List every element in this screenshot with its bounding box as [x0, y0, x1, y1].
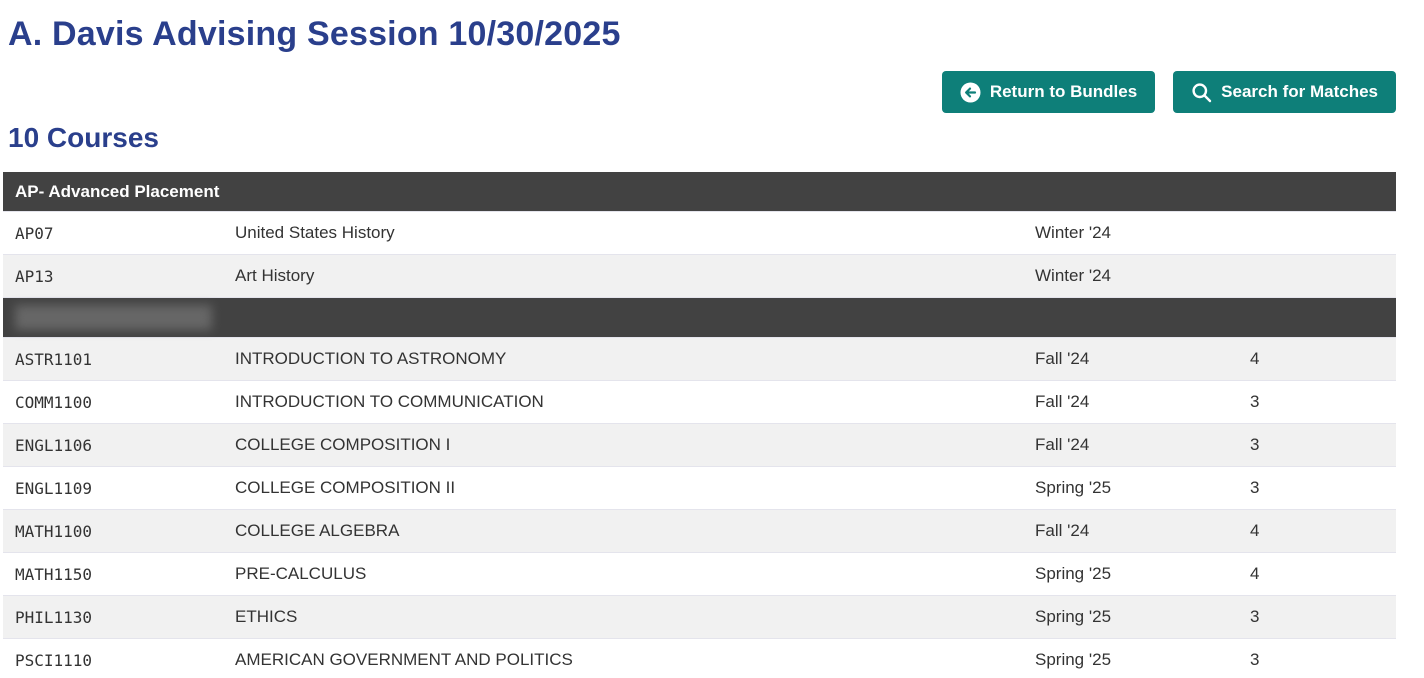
course-code-cell: MATH1100	[15, 521, 93, 541]
course-title-cell: COLLEGE COMPOSITION II	[235, 478, 456, 497]
course-row: PHIL1130 ETHICS Spring '25 3	[3, 596, 1396, 639]
course-title-cell: INTRODUCTION TO ASTRONOMY	[235, 349, 507, 368]
course-term-cell: Spring '25	[1035, 650, 1112, 669]
course-row: AP13 Art History Winter '24	[3, 255, 1396, 298]
course-term-cell: Spring '25	[1035, 607, 1112, 626]
course-code-cell: PSCI1110	[15, 650, 93, 670]
course-term-cell: Fall '24	[1035, 521, 1090, 540]
course-credits-cell: 3	[1250, 607, 1260, 626]
course-credits-cell: 3	[1250, 435, 1260, 454]
search-for-matches-button[interactable]: Search for Matches	[1173, 71, 1396, 113]
course-code-cell: AP07	[15, 223, 54, 243]
course-row: ENGL1106 COLLEGE COMPOSITION I Fall '24 3	[3, 424, 1396, 467]
course-title-cell: ETHICS	[235, 607, 298, 626]
search-for-matches-label: Search for Matches	[1221, 82, 1378, 101]
course-row: ASTR1101 INTRODUCTION TO ASTRONOMY Fall '2…	[3, 338, 1396, 381]
course-code-cell: MATH1150	[15, 564, 93, 584]
course-row: COMM1100 INTRODUCTION TO COMMUNICATION Fal…	[3, 381, 1396, 424]
course-row: ENGL1109 COLLEGE COMPOSITION II Spring '25…	[3, 467, 1396, 510]
course-code-cell: ASTR1101	[15, 349, 93, 369]
course-title-cell: United States History	[235, 223, 395, 242]
course-credits-cell: 3	[1250, 392, 1260, 411]
course-code-cell: ENGL1106	[15, 435, 93, 455]
course-title-cell: COLLEGE COMPOSITION I	[235, 435, 451, 454]
course-credits-cell: 4	[1250, 349, 1260, 368]
course-title-cell: AMERICAN GOVERNMENT AND POLITICS	[235, 650, 573, 669]
course-term-cell: Fall '24	[1035, 435, 1090, 454]
section-header-row	[3, 298, 1396, 338]
course-table: AP- Advanced Placement AP07 United States …	[3, 172, 1396, 678]
course-code-cell: PHIL1130	[15, 607, 93, 627]
page-title: A. Davis Advising Session 10/30/2025	[8, 15, 621, 53]
toolbar: Return to Bundles Search for Matches	[0, 71, 1396, 113]
course-term-cell: Spring '25	[1035, 564, 1112, 583]
section-header-row: AP- Advanced Placement	[3, 172, 1396, 212]
search-icon	[1191, 82, 1212, 103]
course-row: AP07 United States History Winter '24	[3, 212, 1396, 255]
course-row: PSCI1110 AMERICAN GOVERNMENT AND POLITICS…	[3, 639, 1396, 678]
arrow-left-circle-icon	[960, 82, 981, 103]
course-term-cell: Fall '24	[1035, 349, 1090, 368]
course-credits-cell: 3	[1250, 478, 1260, 497]
redacted-section-name	[15, 305, 212, 330]
course-term-cell: Winter '24	[1035, 223, 1111, 242]
course-term-cell: Fall '24	[1035, 392, 1090, 411]
course-credits-cell: 4	[1250, 564, 1260, 583]
course-title-cell: Art History	[235, 266, 315, 285]
course-title-cell: INTRODUCTION TO COMMUNICATION	[235, 392, 544, 411]
course-credits-cell: 3	[1250, 650, 1260, 669]
course-code-cell: AP13	[15, 266, 54, 286]
return-to-bundles-button[interactable]: Return to Bundles	[941, 71, 1156, 113]
course-count-heading: 10 Courses	[8, 122, 159, 153]
return-to-bundles-label: Return to Bundles	[989, 82, 1138, 101]
course-row: MATH1100 COLLEGE ALGEBRA Fall '24 4	[3, 510, 1396, 553]
course-title-cell: PRE-CALCULUS	[235, 564, 367, 583]
course-credits-cell: 4	[1250, 521, 1260, 540]
course-code-cell: ENGL1109	[15, 478, 93, 498]
course-term-cell: Spring '25	[1035, 478, 1112, 497]
course-term-cell: Winter '24	[1035, 266, 1111, 285]
section-header-label: AP- Advanced Placement	[15, 181, 220, 201]
course-code-cell: COMM1100	[15, 392, 93, 412]
course-row: MATH1150 PRE-CALCULUS Spring '25 4	[3, 553, 1396, 596]
course-title-cell: COLLEGE ALGEBRA	[235, 521, 400, 540]
